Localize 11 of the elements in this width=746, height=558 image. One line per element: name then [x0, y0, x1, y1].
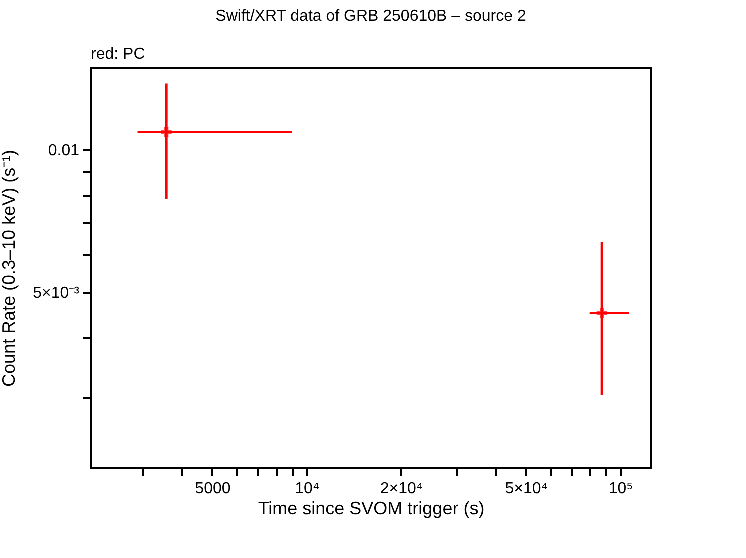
x-tick-label: 10⁴ — [295, 480, 320, 498]
x-axis-title: Time since SVOM trigger (s) — [258, 498, 485, 518]
chart-title: Swift/XRT data of GRB 250610B – source 2 — [216, 8, 526, 25]
y-axis-title: Count Rate (0.3–10 keV) (s⁻¹) — [0, 150, 20, 388]
x-tick-label: 5000 — [195, 480, 231, 498]
x-tick-label: 10⁵ — [608, 480, 634, 498]
y-tick-label: 0.01 — [48, 142, 80, 160]
text: red: PC — [91, 46, 146, 63]
x-tick-label: 5×10⁴ — [505, 480, 548, 498]
y-tick-label: 5×10⁻³ — [33, 285, 80, 302]
x-tick-label: 2×10⁴ — [380, 480, 424, 498]
